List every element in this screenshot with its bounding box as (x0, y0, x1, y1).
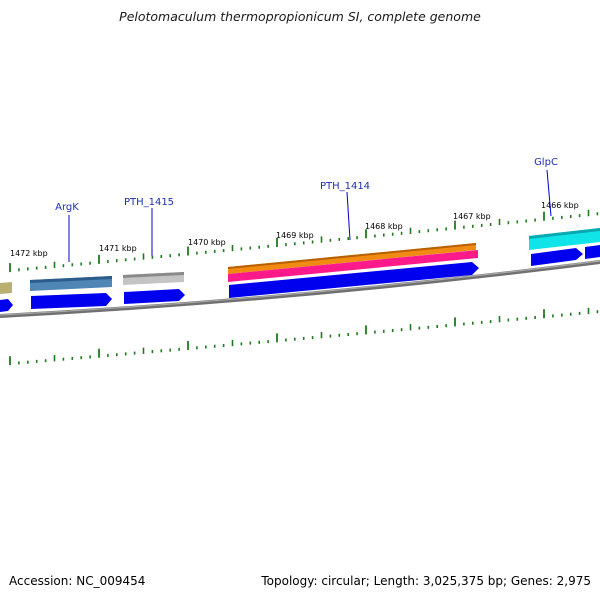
lower-tick-track (9, 307, 599, 366)
gene-label-glpc[interactable]: GlpC (534, 157, 558, 168)
genome-backbone (0, 260, 600, 318)
kbp-label-1467: 1467 kbp (453, 212, 491, 221)
kbp-label-1472: 1472 kbp (10, 249, 48, 258)
upper-tick-track (9, 209, 599, 273)
genome-summary-text: Topology: circular; Length: 3,025,375 bp… (261, 574, 591, 588)
gene-band-glpc[interactable] (529, 228, 600, 250)
cds-arrow-glpc[interactable] (531, 248, 583, 266)
gene-label-pth1414[interactable]: PTH_1414 (320, 181, 370, 192)
gene-label-argk[interactable]: ArgK (55, 202, 79, 213)
gene-label-pth1415[interactable]: PTH_1415 (124, 197, 174, 208)
left-cds-arrow (0, 299, 13, 312)
pink-feature-band (228, 250, 478, 282)
kbp-label-1470: 1470 kbp (188, 238, 226, 247)
kbp-label-1468: 1468 kbp (365, 222, 403, 231)
accession-text: Accession: NC_009454 (9, 574, 146, 588)
cds-arrow-argk[interactable] (31, 293, 112, 309)
kbp-label-1466: 1466 kbp (541, 201, 579, 210)
cds-arrow-pth1414[interactable] (229, 262, 479, 298)
kbp-label-1469: 1469 kbp (276, 231, 314, 240)
left-olive-feature (0, 282, 12, 294)
cds-arrow-pth1415[interactable] (124, 289, 185, 304)
right-cds-arrow (585, 245, 600, 259)
map-title: Pelotomaculum thermopropionicum SI, comp… (119, 9, 481, 24)
kbp-label-1471: 1471 kbp (99, 244, 137, 253)
